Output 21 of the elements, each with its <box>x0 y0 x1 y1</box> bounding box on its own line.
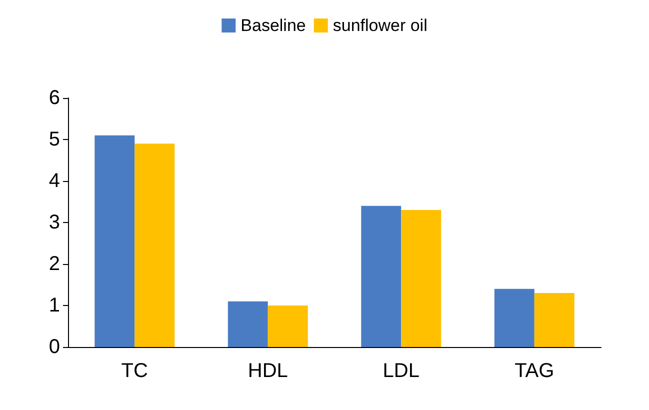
y-tick-label: 2 <box>48 253 60 275</box>
y-tick-label: 0 <box>48 336 60 358</box>
bar <box>494 288 534 347</box>
bar <box>134 144 175 347</box>
y-tick-label: 3 <box>48 212 60 234</box>
bar <box>361 206 402 347</box>
bar <box>401 210 442 347</box>
x-tick-label: LDL <box>382 360 420 382</box>
bar <box>268 306 308 347</box>
y-tick-label: 4 <box>48 170 60 192</box>
x-tick-label: TC <box>121 360 148 382</box>
y-tick-label: 5 <box>48 128 60 150</box>
bar <box>94 135 135 347</box>
y-tick-label: 6 <box>48 87 60 109</box>
x-tick-label: TAG <box>514 360 554 382</box>
y-tick-label: 1 <box>48 294 60 316</box>
legend-label: sunflower oil <box>332 16 428 35</box>
legend-label: Baseline <box>240 16 306 35</box>
bar <box>228 301 268 347</box>
bar <box>534 293 574 347</box>
x-tick-label: HDL <box>248 360 288 382</box>
